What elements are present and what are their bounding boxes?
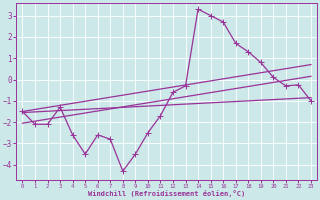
X-axis label: Windchill (Refroidissement éolien,°C): Windchill (Refroidissement éolien,°C) [88, 190, 245, 197]
